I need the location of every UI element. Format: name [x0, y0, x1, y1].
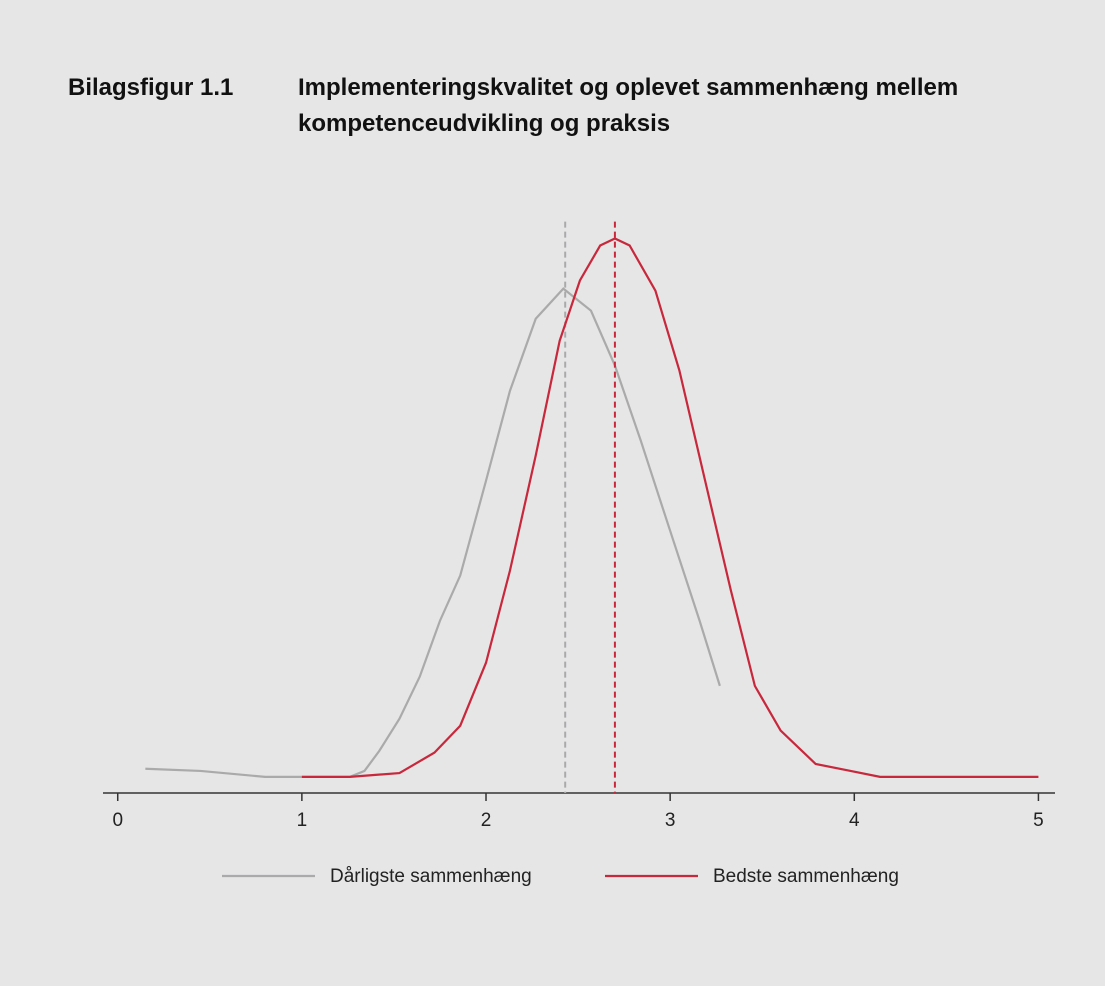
legend-label: Bedste sammenhæng [713, 866, 899, 887]
x-tick-label: 3 [665, 810, 676, 831]
legend-label: Dårligste sammenhæng [330, 866, 532, 887]
x-tick-label: 0 [112, 810, 123, 831]
figure-label: Bilagsfigur 1.1 [68, 74, 234, 101]
density-line [301, 237, 1039, 778]
x-tick-label: 1 [297, 810, 308, 831]
x-tick-label: 5 [1033, 810, 1044, 831]
density-line [145, 287, 721, 778]
x-tick-label: 4 [849, 810, 860, 831]
chart-title: Implementeringskvalitet og oplevet samme… [298, 74, 959, 137]
x-tick-label: 2 [481, 810, 492, 831]
